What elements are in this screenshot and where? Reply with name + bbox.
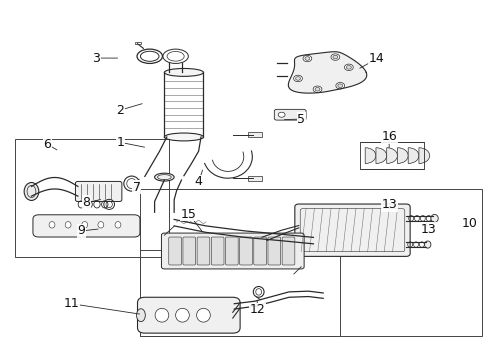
FancyBboxPatch shape xyxy=(138,297,240,333)
Text: 3: 3 xyxy=(92,51,100,64)
Bar xyxy=(248,176,262,181)
Text: 7: 7 xyxy=(132,181,141,194)
Wedge shape xyxy=(376,148,387,163)
FancyBboxPatch shape xyxy=(169,237,181,265)
Text: 8: 8 xyxy=(82,196,90,209)
Circle shape xyxy=(336,82,344,89)
Bar xyxy=(248,132,262,137)
FancyBboxPatch shape xyxy=(240,237,252,265)
Ellipse shape xyxy=(49,222,55,228)
Circle shape xyxy=(344,64,353,71)
FancyBboxPatch shape xyxy=(161,233,304,269)
Circle shape xyxy=(305,57,310,60)
Wedge shape xyxy=(387,148,397,163)
Ellipse shape xyxy=(65,222,71,228)
Ellipse shape xyxy=(196,308,210,322)
Text: 10: 10 xyxy=(462,216,478,230)
Circle shape xyxy=(295,77,300,80)
Circle shape xyxy=(331,54,340,60)
FancyBboxPatch shape xyxy=(183,237,196,265)
FancyBboxPatch shape xyxy=(274,109,306,120)
FancyBboxPatch shape xyxy=(268,237,281,265)
Ellipse shape xyxy=(155,308,169,322)
Text: 6: 6 xyxy=(43,138,51,150)
Bar xyxy=(140,189,482,336)
FancyBboxPatch shape xyxy=(254,237,267,265)
Ellipse shape xyxy=(137,309,146,321)
Circle shape xyxy=(303,55,312,62)
FancyBboxPatch shape xyxy=(295,204,410,256)
FancyBboxPatch shape xyxy=(75,181,122,202)
Circle shape xyxy=(294,75,302,82)
Text: 9: 9 xyxy=(77,224,85,238)
Bar xyxy=(15,139,169,257)
Text: 15: 15 xyxy=(181,208,197,221)
Wedge shape xyxy=(419,148,430,163)
Text: 1: 1 xyxy=(117,136,124,149)
Text: 13: 13 xyxy=(420,223,436,236)
Text: 2: 2 xyxy=(117,104,124,117)
Circle shape xyxy=(346,66,351,69)
Text: 4: 4 xyxy=(195,175,202,188)
Text: 11: 11 xyxy=(64,297,79,310)
Ellipse shape xyxy=(82,222,88,228)
FancyBboxPatch shape xyxy=(211,237,224,265)
Circle shape xyxy=(333,55,338,59)
Circle shape xyxy=(338,84,343,87)
Wedge shape xyxy=(397,148,408,163)
FancyBboxPatch shape xyxy=(282,237,295,265)
Polygon shape xyxy=(289,52,367,93)
Ellipse shape xyxy=(115,222,121,228)
Circle shape xyxy=(315,87,320,91)
Text: 5: 5 xyxy=(297,113,305,126)
Ellipse shape xyxy=(424,241,431,248)
Bar xyxy=(360,142,424,169)
Circle shape xyxy=(313,86,322,93)
Ellipse shape xyxy=(98,222,104,228)
Text: 16: 16 xyxy=(381,130,397,144)
Wedge shape xyxy=(365,148,376,163)
Text: 13: 13 xyxy=(381,198,397,211)
Bar xyxy=(135,42,141,44)
FancyBboxPatch shape xyxy=(33,215,140,237)
Ellipse shape xyxy=(24,183,39,201)
Ellipse shape xyxy=(175,308,189,322)
Ellipse shape xyxy=(164,68,203,76)
Ellipse shape xyxy=(431,215,438,222)
Text: 14: 14 xyxy=(369,52,385,65)
Ellipse shape xyxy=(155,173,174,181)
Ellipse shape xyxy=(164,133,203,141)
Circle shape xyxy=(278,112,285,117)
FancyBboxPatch shape xyxy=(197,237,210,265)
Wedge shape xyxy=(408,148,419,163)
Bar xyxy=(140,250,340,336)
FancyBboxPatch shape xyxy=(225,237,238,265)
Text: 12: 12 xyxy=(249,303,265,316)
